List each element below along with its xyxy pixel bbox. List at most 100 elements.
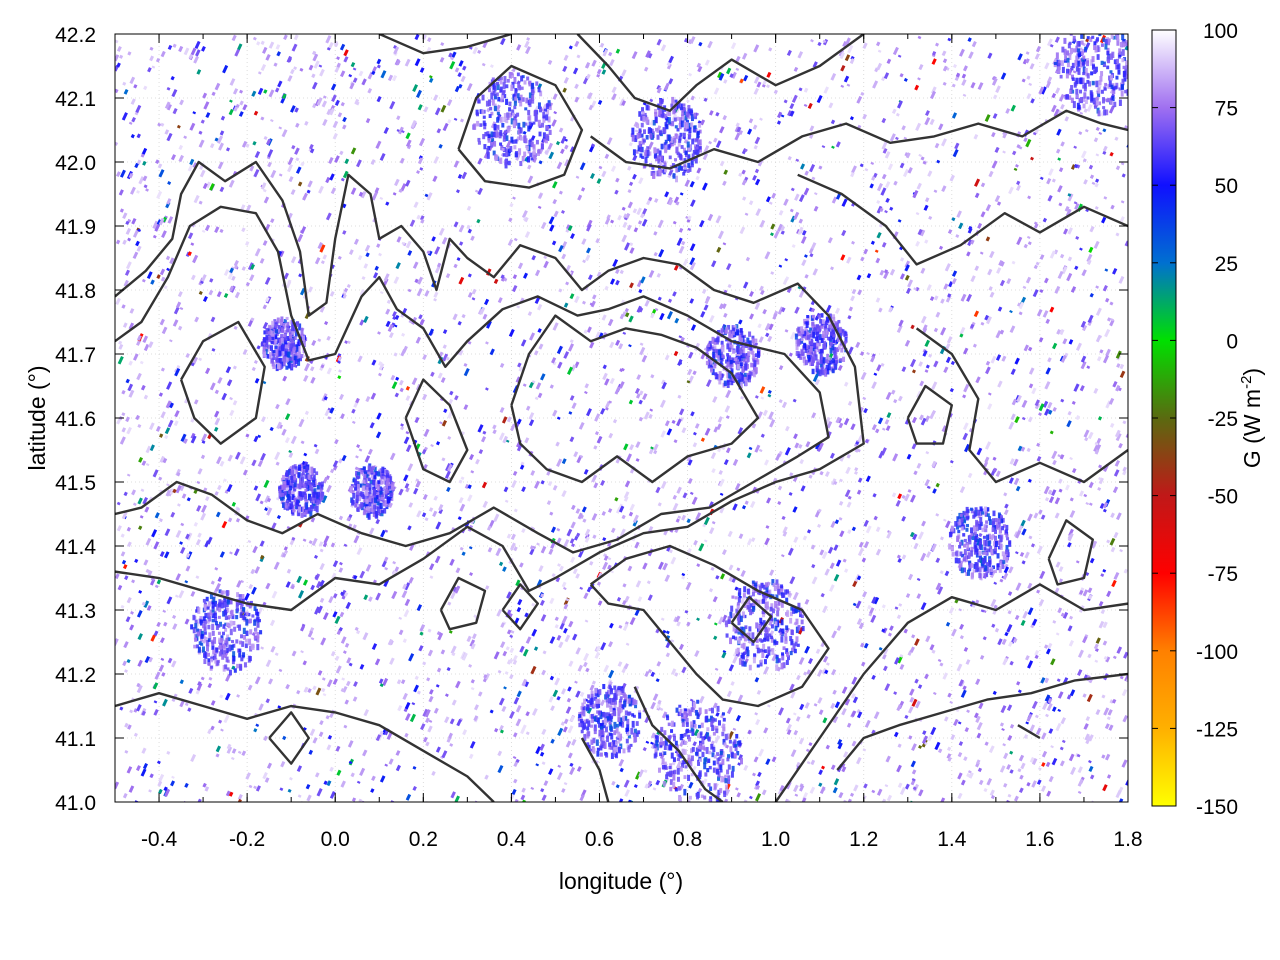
field-cell bbox=[1047, 489, 1053, 495]
field-cell bbox=[804, 598, 810, 605]
field-cell bbox=[638, 289, 643, 294]
field-cell bbox=[1010, 413, 1016, 421]
field-cell bbox=[117, 584, 123, 591]
field-cell bbox=[978, 779, 984, 786]
field-cell bbox=[1039, 176, 1044, 180]
field-cell bbox=[557, 361, 563, 369]
field-cell bbox=[319, 562, 325, 571]
field-cell bbox=[743, 372, 747, 378]
field-cell bbox=[870, 240, 875, 245]
field-cell bbox=[925, 110, 930, 117]
field-cell bbox=[407, 463, 414, 472]
field-cell bbox=[294, 147, 300, 155]
field-cell bbox=[223, 293, 229, 299]
field-cell bbox=[1051, 450, 1058, 460]
field-cell bbox=[215, 745, 222, 753]
field-cell bbox=[951, 277, 957, 285]
field-cell bbox=[279, 497, 283, 501]
field-cell bbox=[714, 348, 718, 354]
field-cell bbox=[188, 687, 194, 694]
field-cell bbox=[1014, 416, 1020, 424]
field-cell bbox=[524, 231, 531, 239]
field-cell bbox=[847, 495, 852, 500]
field-cell bbox=[458, 496, 464, 504]
field-cell bbox=[841, 766, 847, 773]
field-cell bbox=[876, 183, 883, 192]
field-cell bbox=[214, 583, 221, 592]
field-cell bbox=[527, 311, 533, 316]
field-cell bbox=[751, 423, 757, 429]
field-cell bbox=[290, 105, 296, 113]
field-cell bbox=[1006, 704, 1013, 712]
field-cell bbox=[561, 581, 567, 588]
field-cell bbox=[707, 613, 712, 620]
field-cell bbox=[513, 546, 518, 552]
field-cell bbox=[598, 165, 603, 170]
field-cell bbox=[341, 677, 346, 681]
field-cell bbox=[415, 336, 422, 344]
field-cell bbox=[886, 794, 893, 802]
field-cell bbox=[229, 409, 235, 417]
field-cell bbox=[339, 611, 345, 618]
field-cell bbox=[162, 698, 168, 707]
field-cell bbox=[325, 176, 331, 184]
field-cell bbox=[266, 497, 272, 503]
field-cell bbox=[119, 169, 126, 178]
field-cell bbox=[128, 121, 133, 125]
field-cell bbox=[650, 732, 656, 739]
field-cell bbox=[574, 535, 579, 541]
field-cell bbox=[356, 629, 361, 635]
field-cell bbox=[420, 723, 426, 731]
field-cell bbox=[1106, 317, 1112, 322]
field-cell bbox=[290, 501, 294, 508]
field-cell bbox=[713, 87, 720, 95]
field-cell bbox=[966, 709, 970, 714]
field-cell bbox=[162, 609, 167, 613]
field-cell bbox=[512, 274, 518, 280]
field-cell bbox=[282, 552, 287, 558]
field-cell bbox=[1048, 775, 1054, 783]
field-cell bbox=[660, 44, 667, 52]
field-cell bbox=[615, 784, 620, 789]
field-cell bbox=[726, 361, 730, 368]
field-cell bbox=[1066, 420, 1072, 428]
field-cell bbox=[625, 453, 632, 462]
field-cell bbox=[748, 446, 753, 451]
field-cell bbox=[569, 339, 574, 344]
field-cell bbox=[916, 577, 921, 582]
field-cell bbox=[300, 354, 304, 359]
field-cell bbox=[173, 306, 180, 315]
field-cell bbox=[367, 448, 373, 455]
field-cell bbox=[455, 189, 460, 194]
field-cell bbox=[495, 547, 502, 557]
field-cell bbox=[1097, 416, 1103, 421]
field-cell bbox=[311, 73, 316, 79]
field-cell bbox=[166, 381, 173, 390]
field-cell bbox=[1088, 164, 1094, 170]
field-cell bbox=[883, 270, 890, 280]
field-cell bbox=[692, 765, 697, 771]
field-cell bbox=[933, 189, 938, 193]
field-cell bbox=[502, 650, 508, 657]
field-cell bbox=[499, 641, 506, 649]
field-cell bbox=[414, 278, 419, 284]
field-cell bbox=[825, 304, 832, 313]
field-cell bbox=[431, 236, 436, 242]
field-cell bbox=[332, 593, 338, 599]
field-cell bbox=[735, 787, 739, 791]
field-cell bbox=[808, 247, 814, 254]
field-cell bbox=[843, 75, 850, 83]
field-cell bbox=[753, 87, 759, 95]
field-cell bbox=[953, 718, 959, 727]
field-cell bbox=[722, 115, 727, 121]
field-cell bbox=[984, 441, 992, 450]
field-cell bbox=[429, 575, 434, 579]
field-cell bbox=[670, 639, 675, 643]
field-cell bbox=[594, 431, 599, 436]
field-cell bbox=[787, 547, 794, 556]
field-cell bbox=[920, 315, 927, 324]
field-cell bbox=[556, 527, 561, 532]
field-cell bbox=[542, 650, 547, 655]
field-cell bbox=[283, 546, 288, 551]
field-cell bbox=[1059, 328, 1065, 336]
